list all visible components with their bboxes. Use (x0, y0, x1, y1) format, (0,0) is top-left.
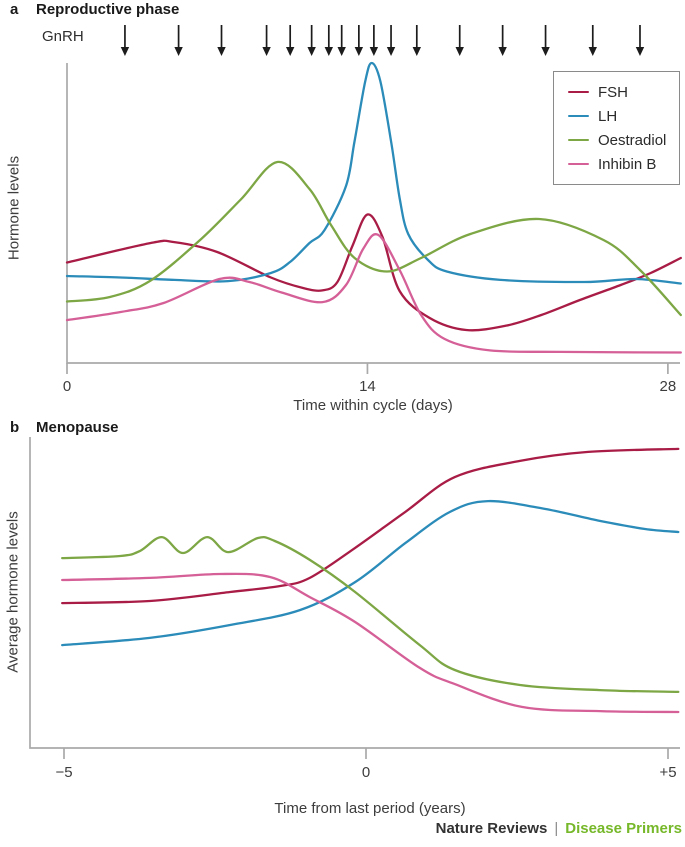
legend-item-fsh: FSH (568, 80, 679, 104)
gnrh-pulse-arrowhead (354, 47, 364, 56)
footer-separator: | (554, 820, 559, 837)
curve-inhibin-b (61, 572, 680, 714)
panel-a-chart: 0 14 28 (63, 25, 682, 395)
curve-fsh (65, 213, 682, 332)
x-tick-label: +5 (659, 764, 676, 781)
panel-a-title: Reproductive phase (36, 1, 180, 18)
x-tick-label: 28 (660, 378, 677, 395)
fsh-line-swatch (568, 90, 589, 94)
journal-footer: Nature Reviews | Disease Primers (436, 820, 682, 837)
axis-lines (29, 437, 680, 749)
curve-lh (61, 499, 680, 647)
panel-b-chart: −5 0 +5 (29, 437, 680, 781)
gnrh-pulse-arrowhead (369, 47, 379, 56)
curve-oestradiol (61, 535, 680, 694)
footer-brand: Nature Reviews (435, 820, 548, 837)
gnrh-pulse-arrowhead (635, 47, 645, 56)
legend-label-inhibin-b: Inhibin B (598, 155, 657, 173)
panel-a-y-axis-label: Hormone levels (5, 155, 23, 261)
x-tick-label: −5 (55, 764, 72, 781)
x-tick-label: 0 (63, 378, 71, 395)
gnrh-pulse-arrowhead (285, 47, 295, 56)
curve-fsh (61, 447, 680, 605)
gnrh-pulse-arrowhead (588, 47, 597, 56)
gnrh-pulse-arrowhead (174, 47, 183, 56)
gnrh-pulse-arrowhead (412, 47, 421, 56)
curve-lh (65, 61, 682, 285)
panel-b-x-axis-label: Time from last period (years) (274, 800, 466, 817)
panel-a-x-axis-label: Time within cycle (days) (293, 397, 453, 414)
legend-label-lh: LH (598, 107, 618, 125)
legend-item-lh: LH (568, 104, 679, 128)
legend: FSH LH Oestradiol Inhibin B (553, 71, 680, 185)
gnrh-pulse-arrowhead (217, 47, 226, 56)
inhibin-b-line-swatch (568, 162, 589, 166)
gnrh-pulse-arrowhead (386, 47, 396, 56)
legend-item-inhibin-b: Inhibin B (568, 152, 679, 176)
lh-line-swatch (568, 114, 589, 118)
gnrh-pulse-arrowhead (541, 47, 550, 56)
curve-inhibin-b (65, 233, 682, 354)
panel-b-title: Menopause (36, 419, 119, 436)
gnrh-pulse-arrowhead (307, 47, 316, 56)
x-tick-label: 14 (359, 378, 376, 395)
legend-label-oestradiol: Oestradiol (598, 131, 667, 149)
curve-oestradiol (65, 160, 682, 317)
gnrh-pulse-arrowhead (120, 47, 130, 56)
gnrh-label: GnRH (42, 28, 84, 45)
oestradiol-line-swatch (568, 138, 589, 142)
panel-a-letter: a (10, 1, 19, 18)
legend-item-oestradiol: Oestradiol (568, 128, 679, 152)
footer-publication: Disease Primers (565, 820, 682, 837)
gnrh-pulse-arrowhead (498, 47, 507, 56)
gnrh-pulse-arrowhead (337, 47, 346, 56)
gnrh-pulse-arrowhead (324, 47, 334, 56)
panel-b-y-axis-label: Average hormone levels (4, 511, 22, 673)
gnrh-pulse-arrowhead (455, 47, 464, 56)
x-tick-label: 0 (362, 764, 370, 781)
gnrh-pulse-arrowhead (262, 47, 271, 56)
panel-b-letter: b (10, 419, 20, 436)
legend-label-fsh: FSH (598, 83, 628, 101)
